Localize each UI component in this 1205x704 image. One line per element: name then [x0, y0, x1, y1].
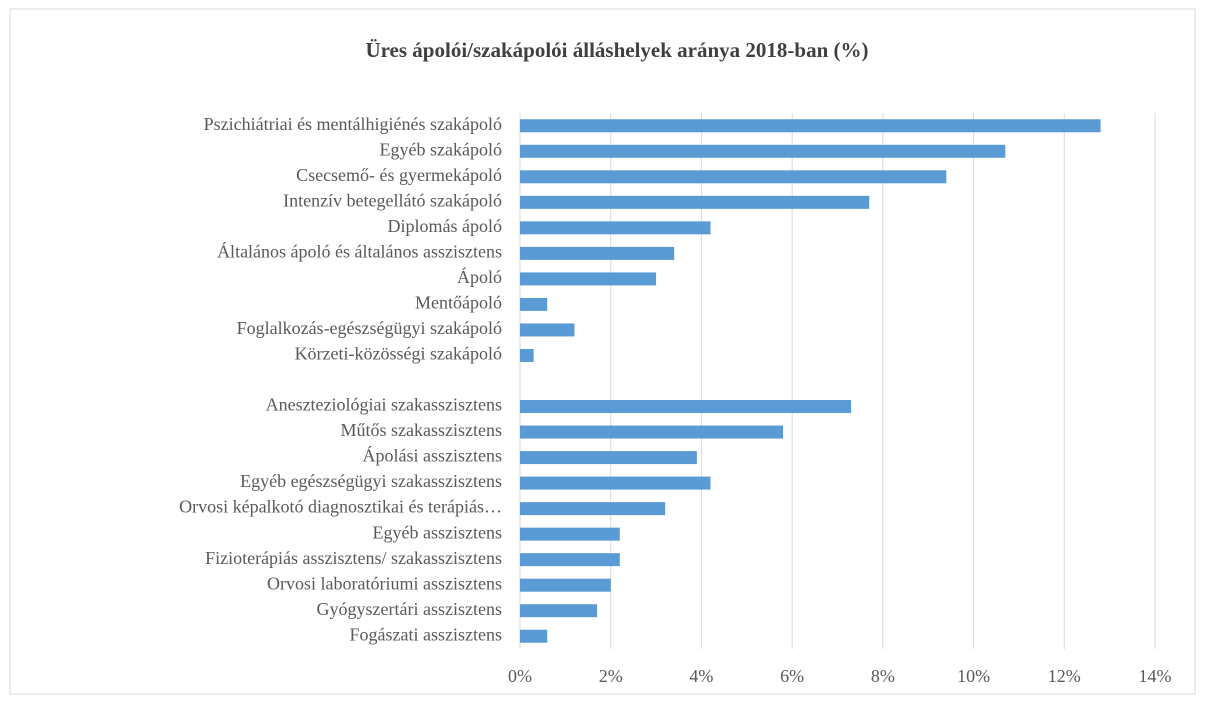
bar	[520, 578, 611, 592]
y-tick-label: Ápolási asszisztens	[363, 445, 502, 466]
y-tick-label: Orvosi képalkotó diagnosztikai és terápi…	[179, 497, 502, 517]
x-tick-label: 4%	[689, 666, 713, 686]
y-tick-label: Általános ápoló és általános asszisztens	[217, 241, 502, 262]
y-tick-label: Ápoló	[457, 266, 502, 287]
bar	[520, 144, 1006, 158]
y-tick-label: Gyógyszertári asszisztens	[317, 599, 502, 619]
bar	[520, 451, 697, 465]
y-tick-label: Orvosi laboratóriumi asszisztens	[267, 573, 502, 593]
x-tick-label: 12%	[1048, 666, 1081, 686]
bar	[520, 629, 548, 643]
y-tick-label: Aneszteziológiai szakasszisztens	[266, 395, 502, 415]
chart-title: Üres ápolói/szakápolói álláshelyek arány…	[365, 38, 868, 62]
bar	[520, 272, 657, 286]
bar	[520, 502, 666, 516]
bar	[520, 297, 548, 311]
y-tick-label: Mentőápoló	[415, 293, 502, 313]
y-tick-label: Egyéb asszisztens	[373, 522, 502, 542]
x-tick-label: 14%	[1139, 666, 1172, 686]
x-tick-label: 0%	[508, 666, 532, 686]
bar	[520, 476, 711, 490]
y-tick-label: Csecsemő- és gyermekápoló	[296, 165, 502, 185]
y-tick-label: Fogászati asszisztens	[350, 624, 502, 644]
bar	[520, 221, 711, 235]
bar	[520, 553, 620, 567]
y-tick-label: Egyéb szakápoló	[380, 139, 502, 159]
bar	[520, 400, 852, 414]
y-tick-label: Műtős szakasszisztens	[341, 420, 502, 440]
x-tick-label: 10%	[957, 666, 990, 686]
bar	[520, 604, 598, 618]
bar	[520, 195, 870, 209]
bar	[520, 527, 620, 541]
bar	[520, 170, 947, 184]
bar	[520, 119, 1101, 133]
x-tick-label: 6%	[780, 666, 804, 686]
bar	[520, 425, 784, 439]
bar	[520, 246, 675, 260]
bar	[520, 323, 575, 337]
x-tick-label: 2%	[599, 666, 623, 686]
y-tick-label: Intenzív betegellátó szakápoló	[283, 190, 502, 210]
y-tick-label: Körzeti-közösségi szakápoló	[295, 344, 502, 364]
y-tick-label: Foglalkozás-egészségügyi szakápoló	[237, 318, 502, 338]
y-tick-label: Egyéb egészségügyi szakasszisztens	[240, 471, 502, 491]
bar	[520, 348, 534, 362]
x-tick-label: 8%	[871, 666, 895, 686]
y-tick-label: Pszichiátriai és mentálhigiénés szakápol…	[204, 114, 502, 134]
y-tick-label: Diplomás ápoló	[388, 216, 503, 236]
y-tick-label: Fizioterápiás asszisztens/ szakassziszte…	[205, 548, 502, 568]
